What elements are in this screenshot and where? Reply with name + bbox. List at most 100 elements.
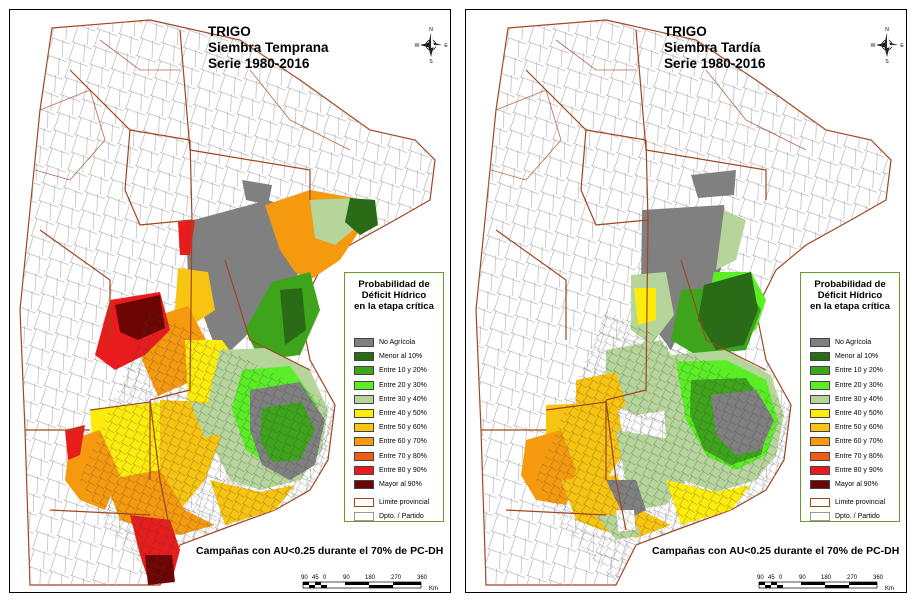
title-line: Siembra Temprana (208, 40, 329, 55)
legend-item: Entre 40 y 50% (354, 408, 427, 419)
legend-label: No Agrícola (835, 339, 872, 346)
legend-item: Entre 50 y 60% (354, 422, 427, 433)
legend-swatch (810, 480, 830, 489)
compass-rose-icon: N S W E (415, 27, 448, 64)
legend-item: Entre 30 y 40% (810, 394, 883, 405)
compass-rose-icon: N S W E (871, 27, 904, 64)
legend-label: Entre 10 y 20% (835, 367, 883, 375)
legend-swatch (810, 512, 830, 522)
legend-item: Dpto. / Partido (810, 511, 880, 522)
scale-tick: 360 (417, 575, 428, 581)
compass-e: E (444, 43, 448, 49)
compass-w: W (415, 43, 420, 49)
title-line: Serie 1980-2016 (208, 56, 310, 71)
legend-label: Entre 20 y 30% (835, 381, 883, 389)
legend-swatch (810, 380, 830, 390)
map-legend: Probabilidad de Déficit Hídrico en la et… (800, 272, 900, 522)
legend-item: Limite provincial (810, 497, 885, 508)
legend-label: Entre 80 y 90% (835, 466, 883, 474)
map-caption: Campañas con AU<0.25 durante el 70% de P… (652, 545, 900, 557)
legend-item: Entre 50 y 60% (810, 422, 883, 433)
legend-swatch (354, 380, 374, 390)
legend-swatch (354, 366, 374, 376)
scale-tick: 360 (873, 575, 884, 581)
scale-tick: 270 (847, 575, 858, 581)
legend-label: Entre 20 y 30% (379, 381, 427, 389)
legend-label: Menor al 10% (835, 353, 879, 361)
legend-label: Entre 70 y 80% (379, 452, 427, 460)
legend-label: Entre 80 y 90% (379, 466, 427, 474)
legend-item: Menor al 10% (810, 351, 878, 362)
legend-item: Mayor al 90% (354, 479, 422, 490)
legend-swatch (354, 437, 374, 447)
legend-swatch (354, 480, 374, 489)
legend-item: Entre 60 y 70% (810, 436, 883, 447)
title-line: TRIGO (208, 24, 251, 39)
legend-label: Limite provincial (379, 499, 430, 507)
scale-tick: 270 (391, 575, 402, 581)
legend-label: Entre 30 y 40% (835, 395, 883, 403)
legend-label: Entre 30 y 40% (379, 395, 427, 403)
map-panel-late: TRIGO Siembra Tardía Serie 1980-2016 N S… (465, 9, 907, 593)
scale-tick: 90 (757, 575, 764, 581)
legend-title-line: Déficit Hídrico (817, 290, 883, 301)
legend-label: Dpto. / Partido (379, 513, 424, 521)
legend-label: Entre 50 y 60% (379, 424, 427, 432)
legend-label: Entre 60 y 70% (379, 438, 427, 446)
legend-label: No Agrícola (379, 339, 416, 346)
scale-tick: 180 (821, 575, 832, 581)
legend-item: Entre 20 y 30% (810, 380, 883, 391)
legend-item: Menor al 10% (354, 351, 422, 362)
legend-item: Entre 40 y 50% (810, 408, 883, 419)
legend-item: Entre 70 y 80% (354, 451, 427, 462)
legend-swatch (354, 451, 374, 461)
legend-swatch (810, 338, 830, 347)
province-boundaries (25, 29, 311, 531)
legend-swatch (810, 498, 830, 508)
legend-swatch (810, 437, 830, 447)
scale-tick: 0 (323, 575, 327, 581)
legend-item: No Agrícola (810, 337, 871, 348)
scale-bar: 90 45 0 90 180 270 360 Km (301, 575, 438, 592)
legend-swatch (354, 338, 374, 347)
scale-tick: 180 (365, 575, 376, 581)
legend-swatch (810, 409, 830, 418)
scale-tick: 45 (312, 575, 319, 581)
legend-label: Entre 60 y 70% (835, 438, 883, 446)
legend-label: Dpto. / Partido (835, 513, 880, 521)
legend-item: Entre 80 y 90% (354, 465, 427, 476)
title-line: Siembra Tardía (664, 40, 761, 55)
legend-swatch (354, 498, 374, 508)
legend-label: Entre 50 y 60% (835, 424, 883, 432)
legend-swatch (354, 409, 374, 418)
map-legend: Probabilidad de Déficit Hídrico en la et… (344, 272, 444, 522)
legend-title-line: Probabilidad de (358, 279, 430, 290)
province-boundaries (481, 29, 767, 531)
legend-item: Entre 10 y 20% (810, 365, 883, 376)
legend-swatch (354, 465, 374, 475)
legend-swatch (810, 423, 830, 433)
legend-title-line: Probabilidad de (814, 279, 886, 290)
map-title-early: TRIGO Siembra Temprana Serie 1980-2016 (208, 24, 329, 72)
scale-unit: Km (429, 586, 438, 592)
legend-item: Entre 20 y 30% (354, 380, 427, 391)
scale-unit: Km (885, 586, 894, 592)
legend-swatch (810, 366, 830, 376)
legend-swatch (354, 512, 374, 522)
legend-item: Entre 30 y 40% (354, 394, 427, 405)
scale-tick: 90 (799, 575, 806, 581)
legend-label: Limite provincial (835, 499, 886, 507)
legend-item: Limite provincial (354, 497, 429, 508)
legend-title-line: en la etapa crítica (354, 301, 434, 312)
legend-label: Entre 10 y 20% (379, 367, 427, 375)
legend-title-line: Déficit Hídrico (361, 290, 427, 301)
legend-item: Entre 10 y 20% (354, 365, 427, 376)
compass-n: N (429, 27, 433, 33)
legend-label: Entre 70 y 80% (835, 452, 883, 460)
legend-item: Mayor al 90% (810, 479, 878, 490)
legend-label: Entre 40 y 50% (835, 410, 883, 417)
legend-swatch (810, 394, 830, 404)
legend-swatch (810, 352, 830, 362)
legend-swatch (354, 423, 374, 433)
map-caption: Campañas con AU<0.25 durante el 70% de P… (196, 545, 444, 557)
